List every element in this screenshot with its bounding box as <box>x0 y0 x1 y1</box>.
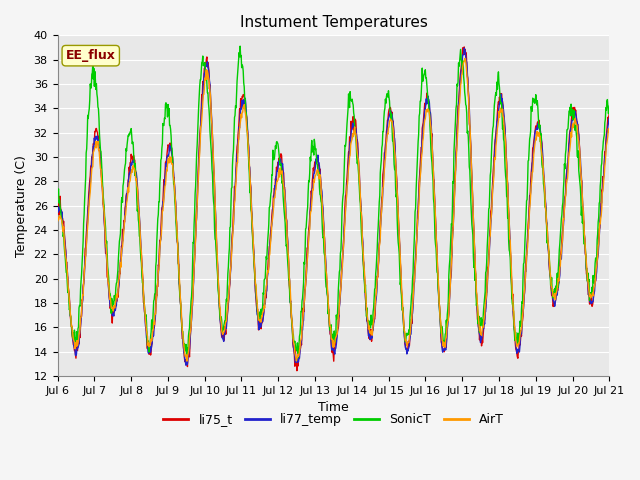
X-axis label: Time: Time <box>318 401 349 414</box>
Y-axis label: Temperature (C): Temperature (C) <box>15 155 28 257</box>
Text: EE_flux: EE_flux <box>66 49 116 62</box>
Title: Instument Temperatures: Instument Temperatures <box>239 15 428 30</box>
Legend: li75_t, li77_temp, SonicT, AirT: li75_t, li77_temp, SonicT, AirT <box>159 408 509 431</box>
